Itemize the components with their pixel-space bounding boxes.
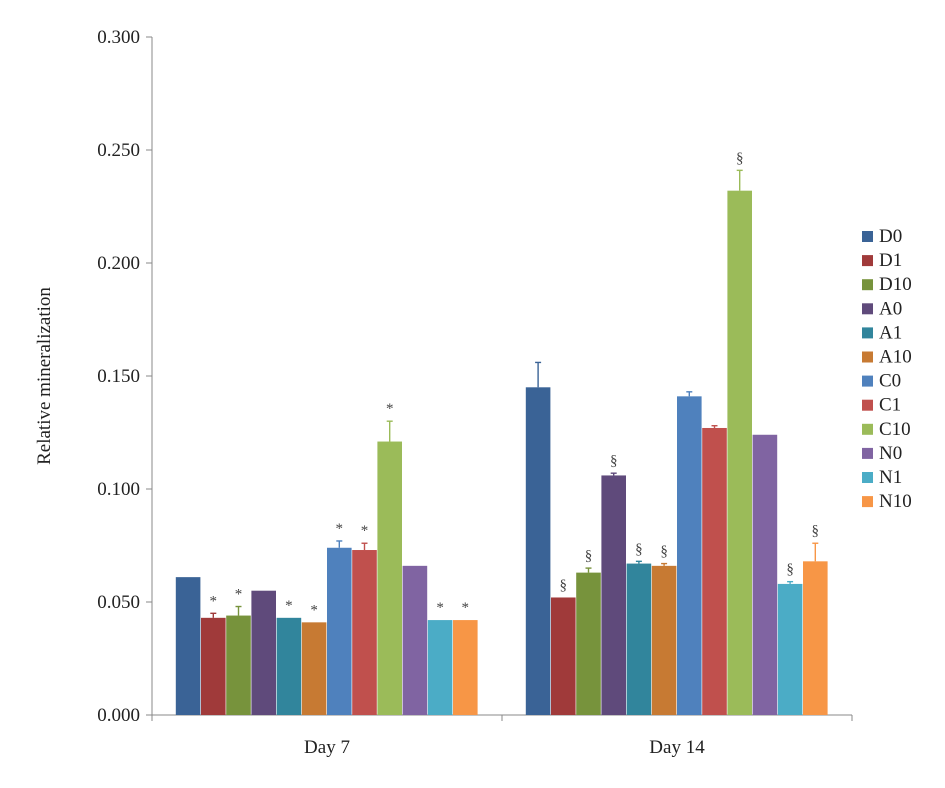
y-tick-label: 0.150 xyxy=(97,366,140,387)
significance-marker: * xyxy=(436,600,444,616)
bar xyxy=(576,572,601,715)
legend-label: C0 xyxy=(879,371,901,392)
legend-swatch xyxy=(862,327,873,339)
significance-marker: * xyxy=(285,598,293,614)
y-tick-label: 0.000 xyxy=(97,705,140,726)
significance-marker: § xyxy=(585,548,593,564)
y-axis-title: Relative mineralization xyxy=(34,287,55,465)
significance-marker: * xyxy=(210,593,218,609)
significance-marker: § xyxy=(812,523,820,539)
significance-marker: § xyxy=(560,577,568,593)
legend-swatch xyxy=(862,255,873,267)
significance-marker: § xyxy=(736,150,744,166)
legend-swatch xyxy=(862,399,873,411)
bar xyxy=(226,615,251,715)
bar xyxy=(276,617,302,715)
legend-label: D10 xyxy=(879,274,912,295)
axes: 0.000 0.050 0.100 0.150 0.200 0.250 0.300 Day 7… xyxy=(97,27,853,758)
legend-label: C10 xyxy=(879,419,911,440)
legend-label: C1 xyxy=(879,395,901,416)
significance-marker: § xyxy=(786,562,794,578)
bar xyxy=(702,427,727,715)
legend-swatch xyxy=(862,231,873,242)
legend: D0 D1 D10 A0 A1 A10 C0 C1 C10 N0 N1 N10 xyxy=(862,226,912,512)
legend-swatch xyxy=(862,375,873,387)
significance-marker: * xyxy=(336,521,344,537)
bar xyxy=(626,563,652,715)
bar xyxy=(777,583,803,715)
x-category-label: Day 14 xyxy=(649,737,705,758)
significance-marker: * xyxy=(361,523,369,539)
bar xyxy=(377,441,402,715)
y-tick-label: 0.250 xyxy=(97,140,140,161)
significance-marker: § xyxy=(610,453,618,469)
legend-label: A10 xyxy=(879,347,912,368)
bar xyxy=(327,547,352,715)
legend-label: D0 xyxy=(879,226,902,247)
bar xyxy=(201,617,226,715)
bar xyxy=(651,565,677,715)
bar xyxy=(427,620,453,715)
bar xyxy=(601,475,626,715)
legend-label: N0 xyxy=(879,443,902,464)
bar xyxy=(352,550,377,715)
bar xyxy=(752,434,778,715)
legend-label: N10 xyxy=(879,491,912,512)
significance-marker: * xyxy=(310,602,318,618)
significance-marker: § xyxy=(635,541,643,557)
legend-label: D1 xyxy=(879,250,902,271)
bar xyxy=(453,620,478,715)
bar xyxy=(525,387,551,715)
bars: * § * § § * § * § * * * § * § * § xyxy=(175,150,828,715)
bar xyxy=(175,577,201,715)
significance-marker: * xyxy=(462,600,470,616)
legend-label: N1 xyxy=(879,467,902,488)
legend-swatch xyxy=(862,423,873,435)
significance-marker: * xyxy=(386,401,394,417)
y-tick-label: 0.100 xyxy=(97,479,140,500)
bar xyxy=(251,590,276,715)
bar xyxy=(727,190,752,715)
y-tick-label: 0.050 xyxy=(97,592,140,613)
bar xyxy=(402,565,428,715)
legend-swatch xyxy=(862,447,873,459)
legend-label: A0 xyxy=(879,298,902,319)
bar xyxy=(677,396,702,715)
legend-swatch xyxy=(862,496,873,508)
significance-marker: * xyxy=(235,587,243,603)
significance-marker: § xyxy=(660,544,668,560)
legend-swatch xyxy=(862,351,873,363)
legend-label: A1 xyxy=(879,322,902,343)
bar xyxy=(551,597,576,715)
legend-swatch xyxy=(862,472,873,483)
bar xyxy=(803,561,828,715)
y-tick-label: 0.300 xyxy=(97,27,140,48)
bar xyxy=(301,622,327,715)
x-category-label: Day 7 xyxy=(304,737,350,758)
legend-swatch xyxy=(862,279,873,291)
y-tick-label: 0.200 xyxy=(97,253,140,274)
legend-swatch xyxy=(862,303,873,315)
